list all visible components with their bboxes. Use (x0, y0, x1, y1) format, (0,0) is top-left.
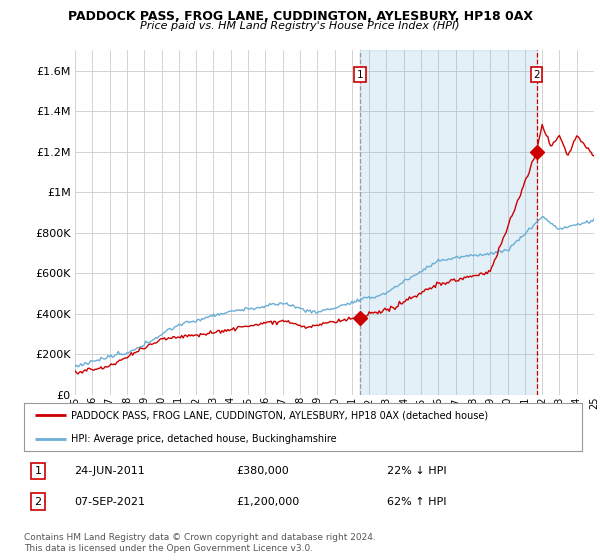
Text: 22% ↓ HPI: 22% ↓ HPI (387, 466, 446, 476)
Text: 1: 1 (357, 69, 364, 80)
Text: Contains HM Land Registry data © Crown copyright and database right 2024.
This d: Contains HM Land Registry data © Crown c… (24, 533, 376, 553)
Text: 24-JUN-2011: 24-JUN-2011 (74, 466, 145, 476)
Text: 07-SEP-2021: 07-SEP-2021 (74, 497, 145, 507)
Text: PADDOCK PASS, FROG LANE, CUDDINGTON, AYLESBURY, HP18 0AX (detached house): PADDOCK PASS, FROG LANE, CUDDINGTON, AYL… (71, 410, 488, 420)
Text: 2: 2 (533, 69, 540, 80)
Text: £380,000: £380,000 (236, 466, 289, 476)
Text: Price paid vs. HM Land Registry's House Price Index (HPI): Price paid vs. HM Land Registry's House … (140, 21, 460, 31)
Text: PADDOCK PASS, FROG LANE, CUDDINGTON, AYLESBURY, HP18 0AX: PADDOCK PASS, FROG LANE, CUDDINGTON, AYL… (67, 10, 533, 23)
Text: 2: 2 (34, 497, 41, 507)
Text: HPI: Average price, detached house, Buckinghamshire: HPI: Average price, detached house, Buck… (71, 434, 337, 444)
Text: £1,200,000: £1,200,000 (236, 497, 299, 507)
Bar (360, 50, 536, 395)
Text: 62% ↑ HPI: 62% ↑ HPI (387, 497, 446, 507)
Text: 1: 1 (34, 466, 41, 476)
